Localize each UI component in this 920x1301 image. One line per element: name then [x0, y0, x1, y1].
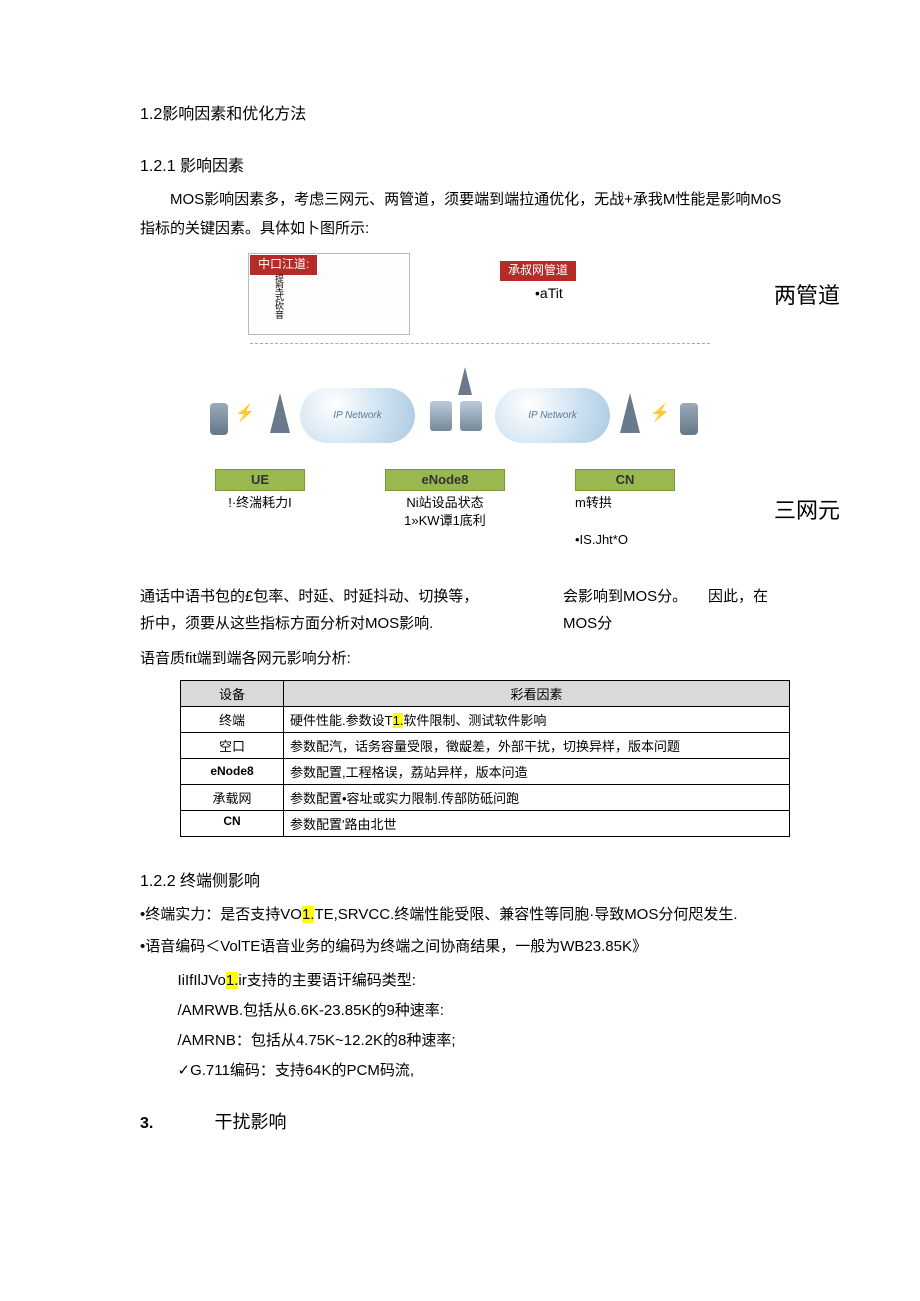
cell-r4c1: 承载网: [181, 784, 284, 810]
section-3-title: 干扰影响: [214, 1112, 286, 1132]
ue-title: UE: [215, 469, 305, 491]
cell-r2c1: 空口: [181, 732, 284, 758]
th-factor: 彩看因素: [284, 680, 790, 706]
bolt-icon: ⚡: [235, 403, 255, 423]
cn-desc-1: m转拱: [575, 495, 612, 510]
col-left-line1: 通话中语书包的£包率、时延、时延抖动、切换等，: [140, 588, 478, 605]
cell-r3c2: 参数配置,工程格误，荔站异样，版本问造: [284, 758, 790, 784]
th-device: 设备: [181, 680, 284, 706]
cloud-left: IP Network: [300, 388, 415, 443]
heading-1-2-2: 1.2.2 终端侧影响: [140, 867, 790, 891]
server-icon-1: [430, 401, 452, 431]
tower-icon-mid: [458, 367, 472, 395]
table-caption: 语音质fit端到端各网元影响分析:: [140, 645, 790, 674]
ue-desc: !·终湍耗力I: [228, 495, 292, 510]
cell-r1c2: 硬件性能.参数设T1.软件限制、测试软件影响: [284, 706, 790, 732]
atit-text: •aTit: [535, 285, 563, 302]
tower-icon-left: [270, 393, 290, 433]
cell-r5c1: CN: [181, 810, 284, 836]
enodeb-desc-1: Ni站设品状态: [406, 495, 483, 510]
col-left-line2: 折中，须要从这些指标方面分析对MOS影响.: [140, 615, 433, 632]
col-right-1: 会影响到MOS分。: [563, 588, 687, 605]
cloud-right: IP Network: [495, 388, 610, 443]
two-column-text: 通话中语书包的£包率、时延、时延抖动、切换等， 折中，须要从这些指标方面分析对M…: [140, 583, 790, 637]
bolt-icon-right: ⚡: [650, 403, 670, 423]
enodeb-desc-2: 1»KW谭1底利: [404, 513, 486, 528]
server-icon-2: [460, 401, 482, 431]
network-diagram: 中口江道: 提型式砍音 承叔网管道 •aTit 两管道 ⚡ IP Network…: [190, 253, 840, 563]
enodeb-title: eNode8: [385, 469, 505, 491]
tower-icon-right: [620, 393, 640, 433]
section-3: 3. 干扰影响: [140, 1108, 790, 1134]
sub-line-3: /AMRNB：包括从4.75K~12.2K的8种速率;: [178, 1026, 791, 1056]
cell-r3c1: eNode8: [181, 758, 284, 784]
ue-icon-right: [680, 403, 698, 435]
influence-table: 设备 彩看因素 终端 硬件性能.参数设T1.软件限制、测试软件影响 空口 参数配…: [180, 680, 790, 837]
sub-line-2: /AMRWB.包括从6.6K-23.85K的9种速率:: [178, 996, 791, 1026]
cell-r5c2: 参数配置'路由北世: [284, 810, 790, 836]
sub-line-1: IiIfIlJVo1.ir支持的主要语讦编码类型:: [178, 966, 791, 996]
paragraph-intro: MOS影响因素多，考虑三网元、两管道，须要端到端拉通优化，无战+承我M性能是影响…: [140, 186, 790, 243]
heading-1-2: 1.2影响因素和优化方法: [140, 100, 790, 124]
bullet-2: •语音编码＜VolTE语音业务的编码为终端之间协商结果，一般为WB23.85K》: [140, 933, 790, 962]
bullet-1: •终端实力：是否支持VO1.TE,SRVCC.终端性能受限、兼容性等同胞·导致M…: [140, 901, 790, 930]
two-pipe-label: 两管道: [774, 278, 840, 310]
cell-r1c1: 终端: [181, 706, 284, 732]
red-label-left: 中口江道:: [250, 255, 317, 275]
sub-line-4: ✓G.711编码：支持64K的PCM码流,: [178, 1056, 791, 1086]
cn-desc-2: •IS.Jht*O: [575, 532, 628, 547]
ue-icon-left: [210, 403, 228, 435]
heading-1-2-1: 1.2.1 影响因素: [140, 152, 790, 176]
section-3-number: 3.: [140, 1115, 210, 1133]
three-elem-label: 三网元: [774, 493, 840, 525]
cell-r2c2: 参数配汽，话务容量受限，徵龊差，外部干扰，切换异样，版本问题: [284, 732, 790, 758]
red-label-right: 承叔网管道: [500, 261, 576, 281]
cell-r4c2: 参数配置•容址或实力限制.传部防砥问跑: [284, 784, 790, 810]
cn-title: CN: [575, 469, 675, 491]
tiny-vertical-text: 提型式砍音: [275, 275, 283, 320]
